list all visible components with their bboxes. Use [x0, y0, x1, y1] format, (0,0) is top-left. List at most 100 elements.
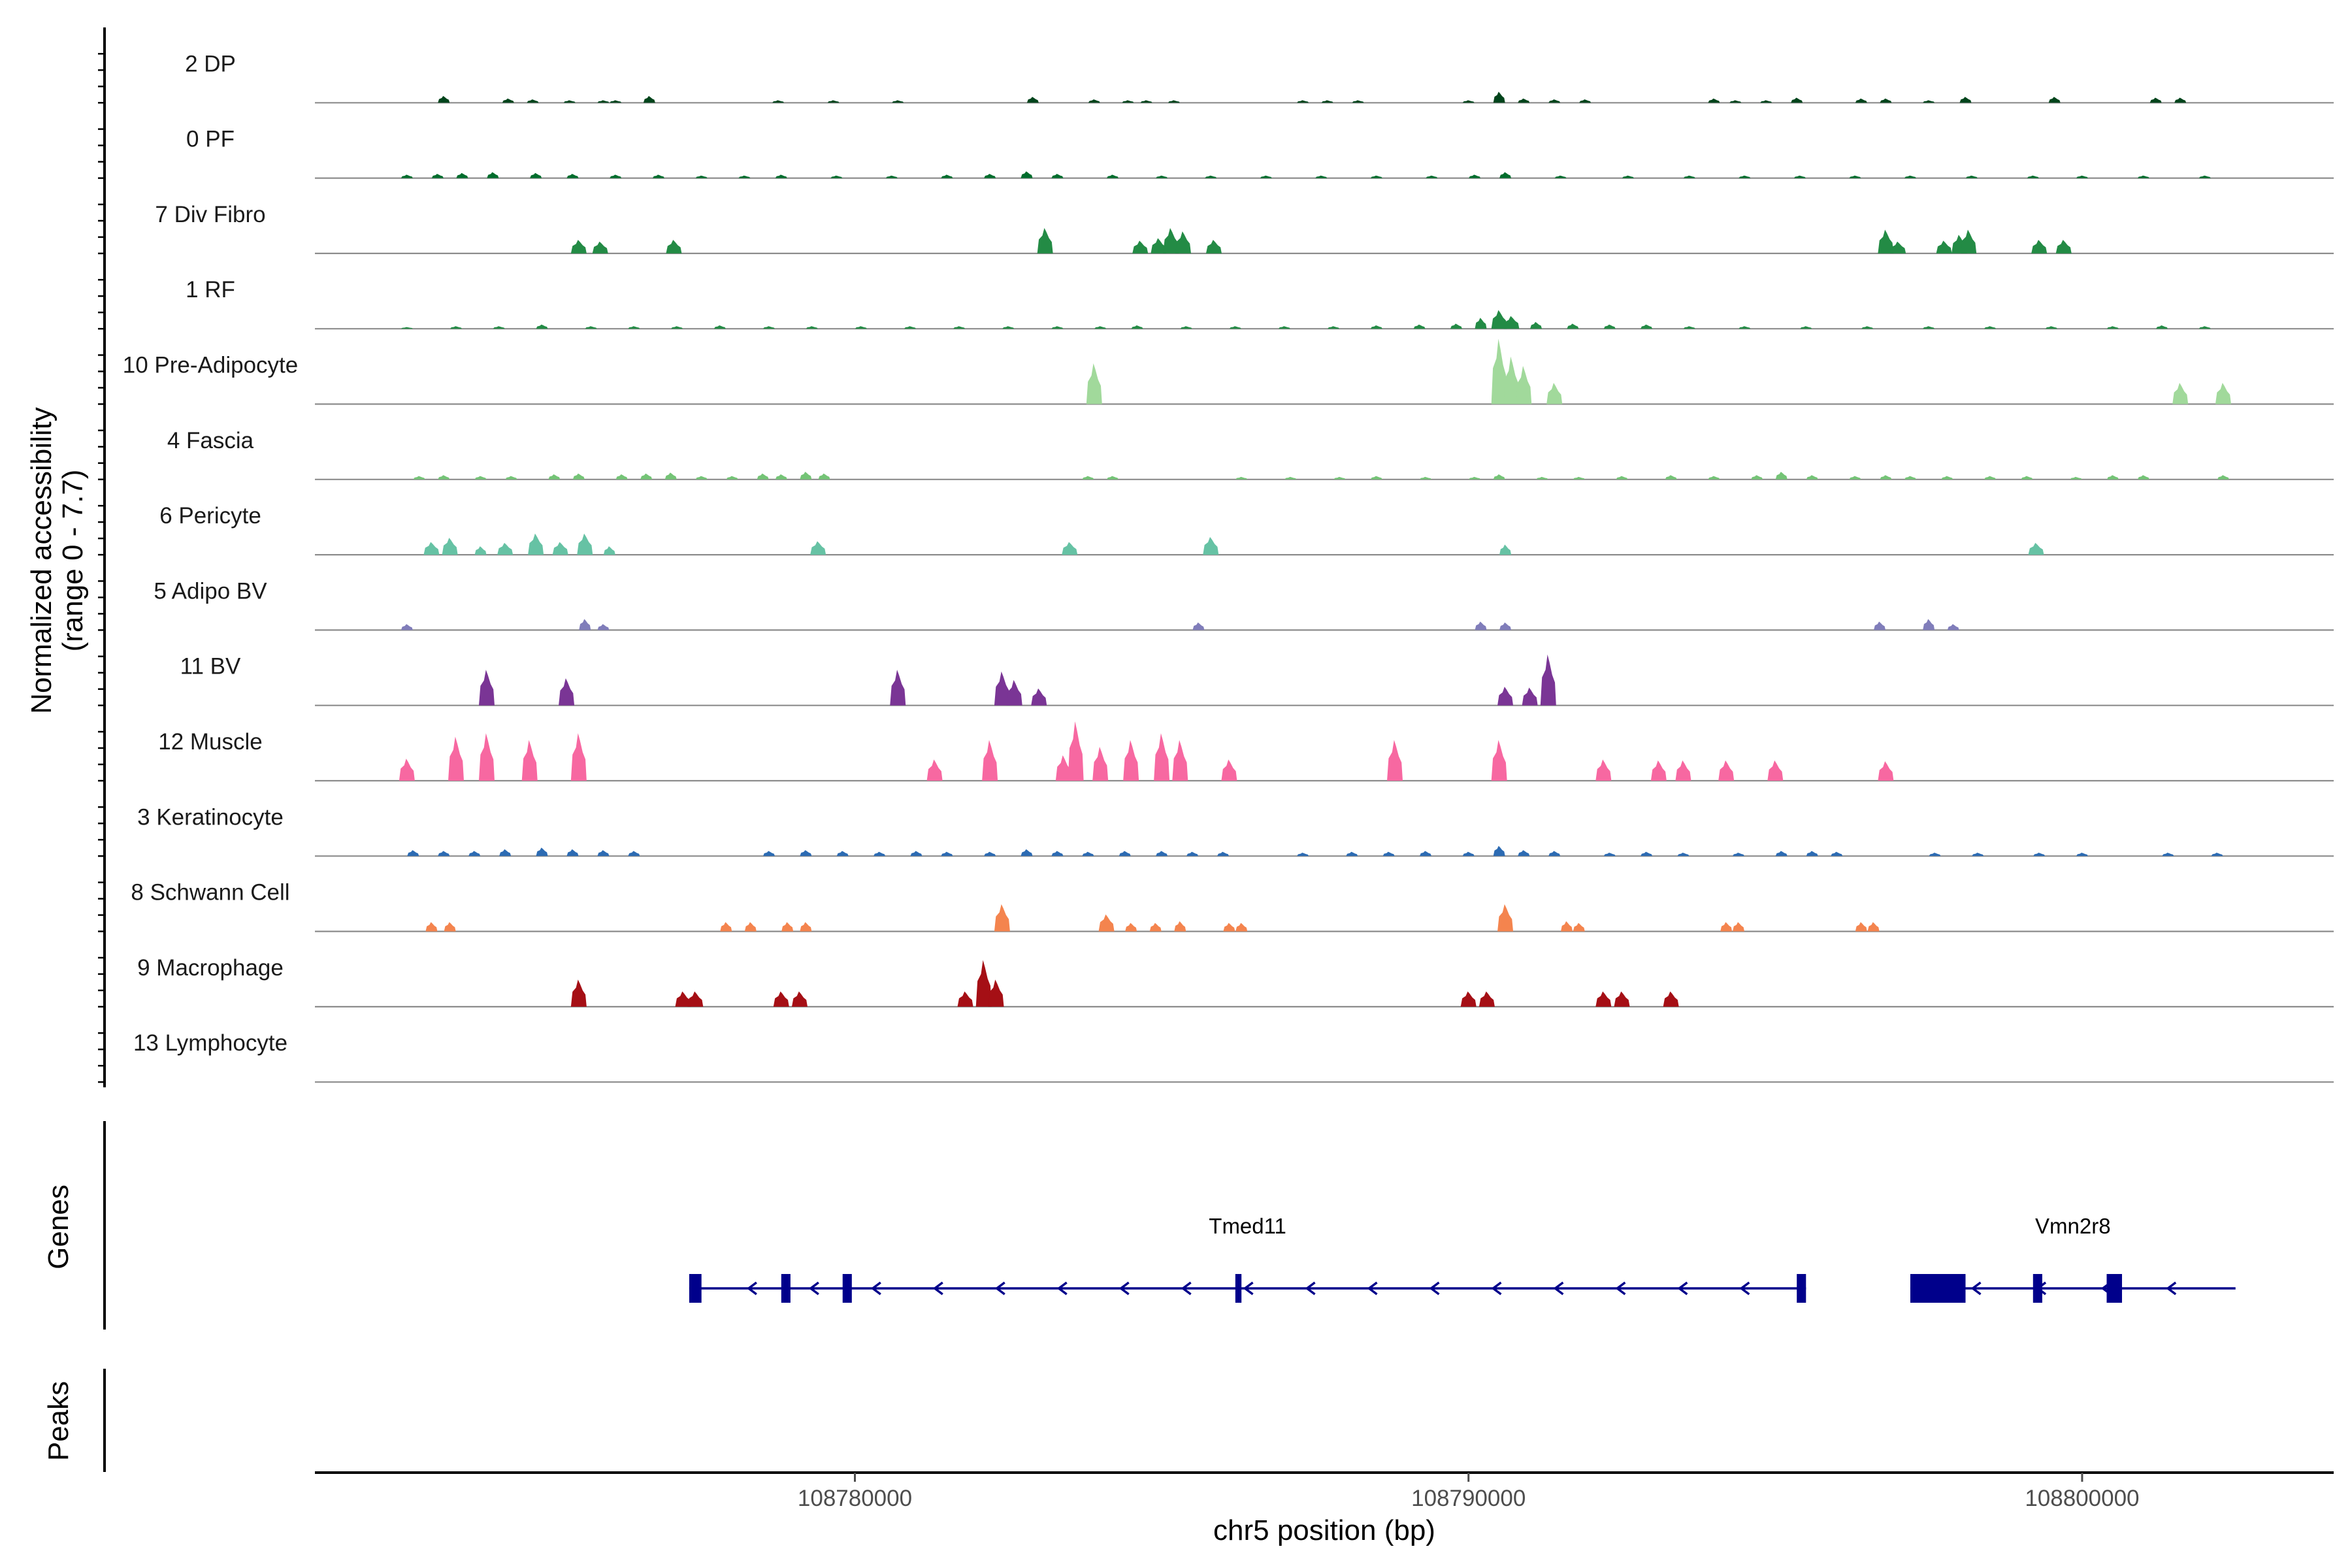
coverage-peak — [1641, 851, 1653, 857]
coverage-peak — [1984, 326, 1997, 329]
coverage-peak — [855, 326, 867, 329]
gene-tmed11: Tmed11 — [689, 1214, 1806, 1303]
coverage-peak — [2215, 383, 2231, 404]
coverage-peak — [1297, 853, 1309, 857]
coverage-peak — [1965, 175, 1978, 178]
coverage-peak — [1131, 325, 1143, 329]
coverage-peak — [687, 991, 704, 1007]
coverage-peak — [407, 850, 419, 857]
coverage-peak — [1092, 747, 1109, 781]
coverage-peak — [1522, 687, 1538, 706]
coverage-peak — [1904, 175, 1916, 178]
coverage-peak — [577, 533, 593, 555]
coverage-peak — [885, 175, 898, 178]
coverage-peak — [982, 740, 998, 781]
coverage-peak — [1426, 175, 1438, 178]
gene-exon — [1797, 1274, 1806, 1303]
coverage-peak — [830, 175, 843, 178]
coverage-peak — [1235, 476, 1248, 480]
coverage-peak — [1132, 240, 1149, 253]
coverage-peak — [1499, 622, 1512, 630]
gene-exon — [1910, 1274, 1966, 1303]
coverage-peak — [456, 172, 468, 178]
coverage-peak — [1616, 476, 1628, 480]
coverage-peak — [400, 624, 413, 630]
coverage-peak — [775, 174, 787, 178]
coverage-peak — [1579, 99, 1592, 103]
coverage-peak — [1419, 851, 1431, 857]
coverage-peak — [1223, 923, 1235, 932]
x-axis: 108780000 108790000 108800000 — [315, 1471, 2334, 1511]
track-8-schwann-cell: 8 Schwann Cell — [131, 880, 2334, 932]
coverage-peak — [1163, 227, 1179, 253]
coverage-peak — [1923, 619, 1935, 630]
coverage-peak — [628, 851, 640, 857]
track-4-fascia: 4 Fascia — [167, 428, 2334, 480]
coverage-peak — [1959, 97, 1972, 103]
coverage-peak — [836, 851, 849, 857]
coverage-peak — [1614, 991, 1630, 1007]
coverage-peak — [1831, 851, 1843, 857]
coverage-peak — [423, 542, 440, 555]
coverage-peak — [1595, 991, 1612, 1007]
coverage-peak — [597, 850, 610, 857]
coverage-peak — [806, 326, 818, 329]
coverage-peak — [1284, 476, 1297, 480]
coverage-peak — [1235, 923, 1248, 932]
coverage-peak — [1855, 922, 1867, 932]
coverage-peak — [1119, 851, 1131, 857]
coverage-peak — [695, 175, 708, 178]
coverage-peak — [2137, 475, 2149, 480]
coverage-peak — [400, 327, 413, 329]
coverage-peak — [2162, 853, 2174, 857]
coverage-peak — [438, 95, 450, 103]
coverage-peak — [1106, 174, 1119, 178]
coverage-peak — [1321, 100, 1333, 103]
coverage-peak — [1554, 175, 1567, 178]
strand-arrow — [1739, 1281, 1750, 1296]
coverage-peak — [425, 922, 438, 932]
coverage-peak — [2137, 175, 2149, 178]
coverage-peak — [818, 473, 830, 480]
coverage-peak — [1082, 476, 1094, 480]
coverage-peak — [1880, 98, 1892, 103]
coverage-peak — [810, 541, 826, 555]
coverage-peak — [400, 174, 413, 178]
coverage-peak — [910, 851, 923, 857]
coverage-peak — [1793, 175, 1806, 178]
coverage-peak — [1904, 476, 1916, 480]
coverage-peak — [1499, 172, 1512, 178]
coverage-peak — [1026, 97, 1039, 103]
coverage-peak — [579, 619, 591, 630]
coverage-peak — [2021, 476, 2033, 480]
coverage-peak — [800, 850, 812, 857]
coverage-peak — [1475, 318, 1487, 329]
coverage-peak — [1094, 326, 1107, 329]
coverage-peak — [399, 759, 415, 781]
coverage-peak — [1923, 100, 1935, 103]
coverage-peak — [1984, 476, 1997, 480]
coverage-peak — [1205, 175, 1217, 178]
coverage-peak — [1603, 853, 1616, 857]
coverage-peak — [1806, 851, 1818, 857]
coverage-peak — [1475, 621, 1487, 630]
gene-track: Tmed11 Vmn2r8 — [689, 1214, 2236, 1303]
strand-arrow — [1677, 1281, 1688, 1296]
coverage-peak — [1478, 991, 1495, 1007]
coverage-peak — [1708, 98, 1720, 103]
coverage-peak — [1683, 326, 1695, 329]
coverage-peak — [1947, 624, 1959, 630]
strand-arrow — [1056, 1281, 1068, 1296]
strand-arrow — [932, 1281, 943, 1296]
tracks-layer: 2 DP 0 PF 7 Div Fibro 1 RF 10 Pre-Adipocyte 4… — [123, 51, 2334, 1083]
coverage-peak — [570, 240, 587, 253]
coverage-peak — [1573, 476, 1585, 480]
coverage-peak — [450, 326, 463, 329]
coverage-peak — [572, 473, 585, 480]
coverage-peak — [1567, 323, 1579, 329]
strand-arrow — [1119, 1281, 1130, 1296]
track-13-lymphocyte: 13 Lymphocyte — [133, 1030, 2334, 1083]
coverage-peak — [1297, 100, 1309, 103]
coverage-peak — [1855, 98, 1867, 103]
coverage-peak — [442, 538, 458, 555]
